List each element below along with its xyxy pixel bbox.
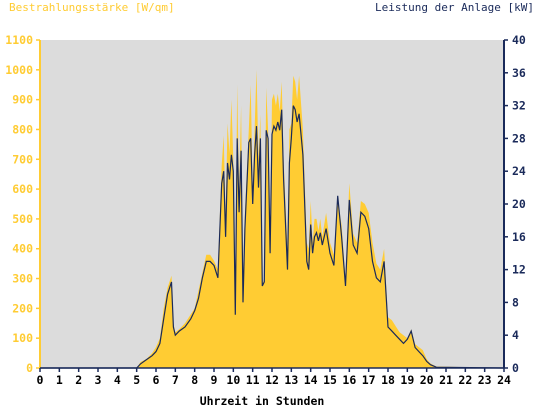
x-tick-label: 22 <box>458 373 472 387</box>
right-tick-label: 28 <box>512 131 526 145</box>
right-tick-label: 40 <box>512 33 526 47</box>
left-tick-label: 100 <box>12 331 33 345</box>
x-tick-label: 21 <box>439 373 453 387</box>
x-tick-label: 6 <box>153 373 160 387</box>
power-line <box>40 105 505 369</box>
x-tick-label: 15 <box>323 373 337 387</box>
x-tick-label: 12 <box>265 373 279 387</box>
irradiance-area <box>40 69 504 369</box>
x-tick-label: 9 <box>211 373 218 387</box>
left-tick-label: 900 <box>12 93 33 107</box>
x-tick-label: 13 <box>284 373 298 387</box>
right-tick-label: 24 <box>512 164 526 178</box>
x-tick-label: 1 <box>56 373 63 387</box>
left-tick-label: 700 <box>12 152 33 166</box>
x-tick-label: 11 <box>246 373 260 387</box>
x-tick-label: 16 <box>342 373 356 387</box>
right-tick-label: 0 <box>512 361 519 375</box>
left-tick-label: 0 <box>26 361 33 375</box>
x-tick-label: 2 <box>75 373 82 387</box>
x-tick-label: 23 <box>478 373 492 387</box>
x-tick-label: 20 <box>420 373 434 387</box>
right-tick-label: 8 <box>512 295 519 309</box>
x-axis-ticks: 0 1 2 3 4 5 6 7 8 9 10 11 12 13 14 15 16 17 18 19 20 21 22 23 24 <box>37 368 511 387</box>
x-tick-label: 17 <box>362 373 376 387</box>
left-axis-ticks: 0 100 200 300 400 500 600 700 800 900 1000 1100 <box>5 33 40 375</box>
left-axis-title: Bestrahlungsstärke [W/qm] <box>9 1 175 14</box>
x-tick-label: 7 <box>172 373 179 387</box>
left-tick-label: 300 <box>12 272 33 286</box>
left-tick-label: 600 <box>12 182 33 196</box>
x-tick-label: 18 <box>381 373 395 387</box>
right-tick-label: 36 <box>512 66 526 80</box>
left-tick-label: 800 <box>12 122 33 136</box>
right-tick-label: 20 <box>512 197 526 211</box>
x-axis-label: Uhrzeit in Stunden <box>200 394 325 408</box>
left-tick-label: 1000 <box>5 63 33 77</box>
left-tick-label: 200 <box>12 301 33 315</box>
x-tick-label: 24 <box>497 373 511 387</box>
x-tick-label: 14 <box>304 373 318 387</box>
x-tick-label: 8 <box>191 373 198 387</box>
x-tick-label: 19 <box>400 373 414 387</box>
x-tick-label: 5 <box>133 373 140 387</box>
right-axis-title: Leistung der Anlage [kW] <box>375 1 534 14</box>
right-tick-label: 12 <box>512 263 526 277</box>
right-tick-label: 4 <box>512 328 519 342</box>
left-tick-label: 400 <box>12 242 33 256</box>
left-tick-label: 1100 <box>5 33 33 47</box>
x-tick-label: 3 <box>95 373 102 387</box>
x-tick-label: 4 <box>114 373 121 387</box>
left-tick-label: 500 <box>12 212 33 226</box>
x-tick-label: 0 <box>37 373 44 387</box>
right-tick-label: 16 <box>512 230 526 244</box>
right-tick-label: 32 <box>512 99 526 113</box>
x-tick-label: 10 <box>226 373 240 387</box>
right-axis-ticks: 0 4 8 12 16 20 24 28 32 36 40 <box>504 33 526 375</box>
